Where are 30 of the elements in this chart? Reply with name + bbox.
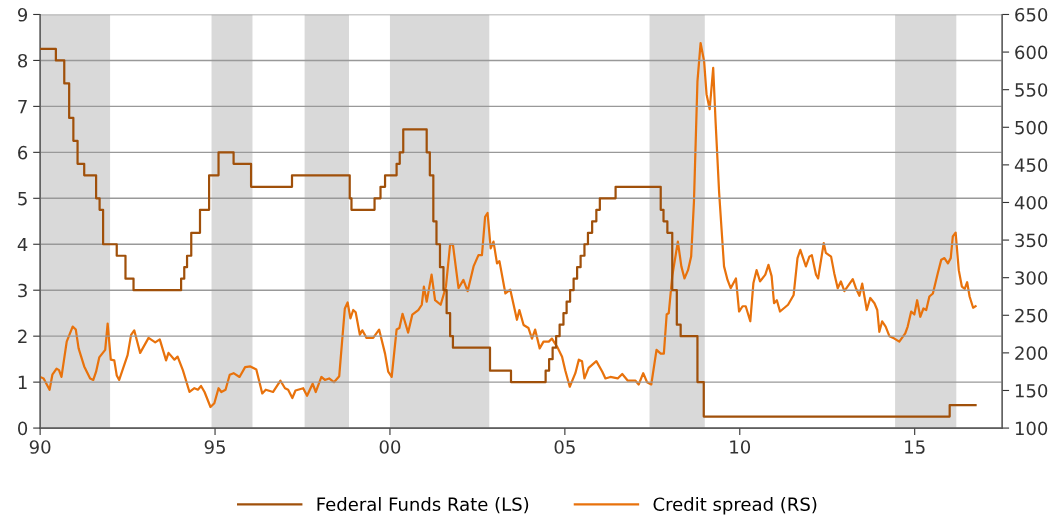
x-tick-label: 95 (204, 440, 225, 454)
x-tick-label: 10 (730, 440, 751, 454)
y2-tick-label: 250 (1015, 308, 1048, 323)
y-tick-label: 3 (18, 283, 27, 298)
y2-tick-label: 100 (1015, 421, 1048, 436)
y-tick-label: 5 (18, 191, 27, 206)
y2-tick-label: 300 (1015, 271, 1048, 285)
x-tick-label: 05 (554, 440, 575, 454)
x-tick-label: 90 (29, 440, 51, 454)
y-tick-label: 2 (18, 329, 27, 344)
y2-tick-label: 150 (1015, 383, 1048, 398)
legend-label: Credit spread (RS) (653, 497, 817, 515)
y-tick-label: 7 (18, 100, 27, 114)
y-tick-label: 6 (18, 145, 28, 160)
y-tick-label: 1 (18, 375, 27, 389)
y2-tick-label: 350 (1015, 233, 1048, 248)
y-tick-label: 9 (17, 7, 28, 22)
y-tick-label: 0 (18, 421, 28, 436)
x-tick-label: 15 (905, 440, 925, 454)
legend-label: Federal Funds Rate (LS) (317, 497, 529, 514)
y2-tick-label: 600 (1015, 45, 1048, 60)
y2-tick-label: 500 (1015, 120, 1048, 135)
y2-tick-label: 400 (1014, 195, 1048, 210)
x-tick-label: 00 (379, 440, 401, 454)
y2-tick-label: 450 (1014, 158, 1048, 172)
y2-tick-label: 200 (1015, 346, 1048, 360)
y-tick-label: 8 (18, 53, 28, 68)
y-tick-label: 4 (17, 237, 28, 252)
y2-tick-label: 650 (1015, 7, 1048, 22)
y2-tick-label: 550 (1015, 83, 1048, 97)
